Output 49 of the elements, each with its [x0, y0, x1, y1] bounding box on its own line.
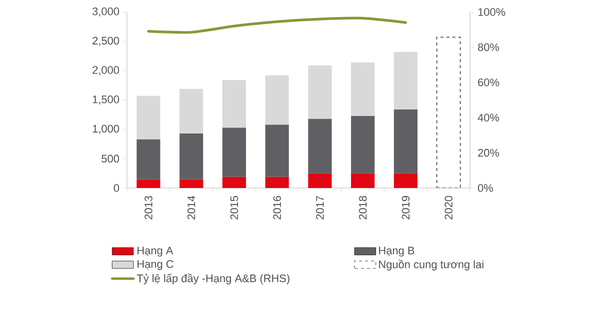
bar [351, 173, 375, 188]
y-tick-label: 1,500 [92, 95, 120, 105]
legend-label: Nguồn cung tương lai [379, 260, 484, 270]
bar [136, 139, 160, 180]
bar [394, 109, 418, 174]
y-tick-label: 2,500 [92, 36, 120, 46]
bar [265, 75, 289, 125]
bar [222, 176, 246, 188]
y2-tick-label: 0% [478, 184, 493, 192]
bar [136, 96, 160, 140]
bar [351, 116, 375, 174]
line-series [147, 16, 407, 34]
bar [180, 133, 204, 180]
legend-label: Hạng A [138, 246, 174, 257]
bar [136, 179, 160, 188]
y2-tick-label: 100% [478, 8, 506, 16]
bar [308, 65, 332, 119]
bar [308, 118, 332, 174]
y-tick-label: 3,000 [92, 7, 120, 17]
legend-label: Hạng C [138, 260, 174, 270]
y-tick-label: 0 [114, 184, 120, 192]
bar [180, 179, 204, 188]
y2-tick-label: 80% [478, 43, 500, 52]
bar [308, 173, 332, 188]
x-tick-label: 2013 [144, 196, 152, 220]
bar [222, 128, 246, 177]
legend-label: Hạng B [379, 246, 414, 257]
x-tick-label: 2018 [358, 196, 367, 220]
bar [180, 88, 204, 134]
x-tick-label: 2016 [273, 196, 281, 220]
y2-tick-label: 20% [478, 148, 500, 157]
x-tick-label: 2017 [316, 196, 324, 220]
x-tick-label: 2015 [230, 196, 238, 220]
bar [394, 52, 418, 110]
bar [222, 80, 246, 128]
y2-tick-label: 60% [478, 78, 500, 86]
y-tick-label: 2,000 [92, 66, 120, 76]
legend-label: Tỷ lệ lấp đầy -Hạng A&B (RHS) [136, 274, 290, 284]
x-tick-label: 2019 [402, 196, 410, 220]
bar [436, 36, 462, 188]
bar [265, 176, 289, 188]
y2-tick-label: 40% [478, 114, 500, 122]
x-tick-label: 2014 [187, 196, 196, 220]
y-tick-label: 500 [102, 154, 120, 163]
x-tick-label: 2020 [444, 196, 452, 220]
bar [351, 62, 375, 116]
y-tick-label: 1,000 [92, 124, 120, 134]
bar [265, 124, 289, 177]
bar [394, 173, 418, 188]
